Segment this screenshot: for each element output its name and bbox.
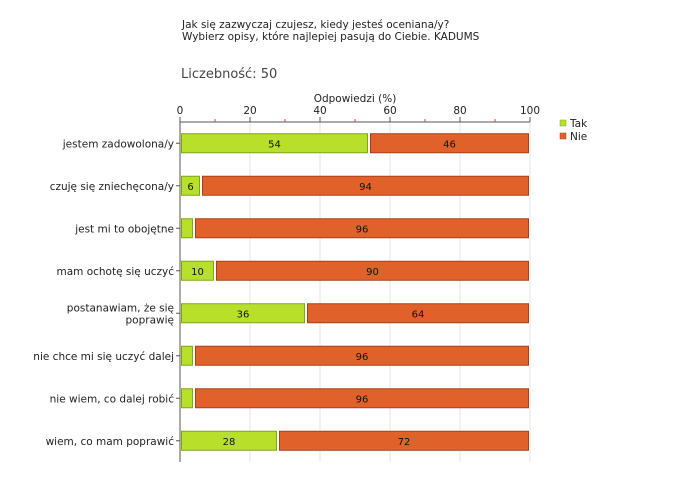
bar-value-label: 28	[223, 437, 236, 448]
bar-value-label: 96	[356, 352, 369, 363]
chart-question: Jak się zazwyczaj czujesz, kiedy jesteś …	[182, 19, 450, 31]
category-label: nie wiem, co dalej robić	[50, 393, 175, 405]
category-label-line: czuję się zniechęcona/y	[50, 181, 174, 193]
legend-swatch-nie	[559, 132, 567, 140]
bar-tak	[181, 260, 214, 281]
bar-value-label: 46	[443, 139, 456, 150]
x-axis-title: Odpowiedzi (%)	[314, 93, 397, 105]
category-label: mam ochotę się uczyć	[56, 266, 174, 278]
bar-nie	[195, 218, 529, 239]
bar-nie	[202, 175, 529, 196]
bar-nie	[195, 345, 529, 366]
category-label-line: nie wiem, co dalej robić	[50, 393, 175, 405]
category-label: jestem zadowolona/y	[62, 138, 174, 150]
bar-tak	[181, 218, 193, 239]
category-label: jest mi to obojętne	[74, 223, 174, 235]
category-label-line: jest mi to obojętne	[74, 223, 174, 235]
category-label-line: postanawiam, że się	[67, 302, 174, 314]
bar-value-label: 64	[412, 309, 425, 320]
sample-size: Liczebność: 50	[181, 67, 278, 82]
bar-value-label: 6	[187, 182, 193, 193]
category-label: czuję się zniechęcona/y	[50, 181, 174, 193]
legend-swatch-tak	[559, 119, 567, 127]
bar-value-label: 54	[268, 139, 281, 150]
category-label-line: mam ochotę się uczyć	[56, 266, 174, 278]
bar-value-label: 72	[398, 437, 411, 448]
bar-value-label: 94	[359, 182, 372, 193]
bar-value-label: 96	[356, 224, 369, 235]
x-tick-label: 20	[243, 105, 256, 117]
bar-tak	[181, 388, 193, 409]
category-label-line: poprawię	[126, 314, 174, 326]
category-label: wiem, co mam poprawić	[46, 436, 175, 448]
bar-nie	[279, 430, 529, 451]
bar-nie	[307, 303, 529, 324]
x-tick-label: 80	[453, 105, 466, 117]
bar-nie	[195, 388, 529, 409]
chart-title: Jak się zazwyczaj czujesz, kiedy jesteś …	[182, 19, 479, 43]
category-label: nie chce mi się uczyć dalej	[33, 351, 174, 363]
x-tick-label: 40	[313, 105, 326, 117]
bar-tak	[181, 345, 193, 366]
bar-nie	[216, 260, 529, 281]
bar-value-label: 10	[191, 267, 204, 278]
bar-tak	[181, 430, 277, 451]
bar-value-label: 96	[356, 394, 369, 405]
category-label-line: wiem, co mam poprawić	[46, 436, 175, 448]
category-label-line: nie chce mi się uczyć dalej	[33, 351, 174, 363]
bar-tak	[181, 133, 368, 154]
category-label-line: jestem zadowolona/y	[62, 138, 174, 150]
legend-label: Nie	[570, 131, 587, 143]
x-tick-label: 0	[177, 105, 184, 117]
x-tick-label: 60	[383, 105, 396, 117]
bar-value-label: 90	[366, 267, 379, 278]
x-tick-label: 100	[520, 105, 540, 117]
chart-instruction: Wybierz opisy, które najlepiej pasują do…	[182, 31, 480, 43]
category-label: postanawiam, że się poprawię	[67, 302, 174, 326]
bar-tak	[181, 303, 305, 324]
bar-value-label: 36	[237, 309, 250, 320]
bar-nie	[370, 133, 529, 154]
bar-tak	[181, 175, 200, 196]
legend-label: Tak	[569, 118, 588, 130]
